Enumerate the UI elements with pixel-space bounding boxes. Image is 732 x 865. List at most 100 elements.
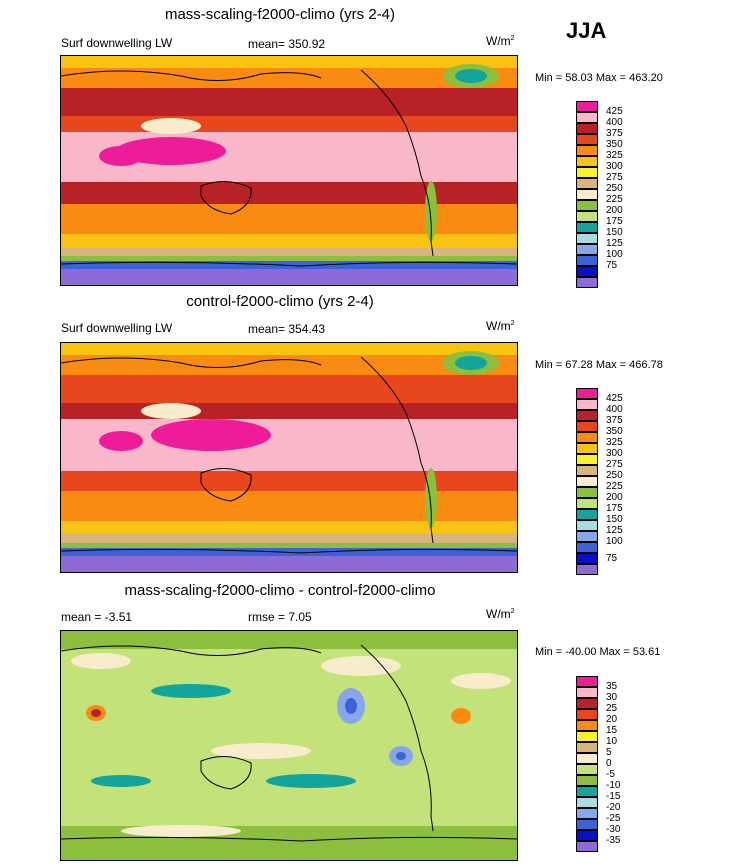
p2-cbox-9 [576,487,598,498]
p1-cbox-12 [576,233,598,244]
p1-band-southern-ocean [61,248,517,256]
panel1-map [60,55,518,286]
p2-greenland-core [455,356,487,370]
panel3-map [60,630,518,861]
p1-tick-11: 150 [606,227,623,238]
p3-coastline-americas [360,644,434,832]
p1-cbox-2 [576,123,598,134]
p3-coastline-australia [200,756,252,790]
p2-tick-1: 400 [606,404,623,415]
p2-cbox-14 [576,542,598,553]
p2-tick-10: 175 [606,503,623,514]
p3-cbox-6 [576,742,598,753]
p1-band-antarctic-edge [61,256,517,261]
p2-band-arctic [61,343,517,355]
p3-patch-5 [121,825,241,837]
p1-andes [425,181,437,241]
p2-tick-2: 375 [606,415,623,426]
p1-tick-7: 250 [606,183,623,194]
p2-cbox-12 [576,520,598,531]
p1-cbox-16 [576,277,598,288]
p2-warm-pool [151,419,271,451]
p2-tick-7: 250 [606,470,623,481]
p2-coastline-antarctica [61,548,517,554]
panel2-minmax: Min = 67.28 Max = 466.78 [535,359,663,371]
p1-warm-pool [116,137,226,165]
panel1-left-label: Surf downwelling LW [61,36,173,50]
p2-cbox-7 [576,465,598,476]
p1-tick-3: 350 [606,139,623,150]
p3-cbox-8 [576,764,598,775]
panel1-colorbar: 425 400 375 350 325 300 275 250 225 200 … [576,101,646,288]
p1-tick-2: 375 [606,128,623,139]
p1-cbox-1 [576,112,598,123]
panel1-units: W/m2 [486,34,515,48]
p2-tick-5: 300 [606,448,623,459]
p1-tick-6: 275 [606,172,623,183]
p2-band-n-midlat [61,355,517,375]
p3-band-n [61,631,517,649]
p2-cbox-6 [576,454,598,465]
p3-tick-7: 0 [606,758,612,769]
p1-tick-13: 100 [606,249,623,260]
p3-coastline-antarctica [61,836,517,842]
panel2-map [60,342,518,573]
p2-coastline-americas [360,356,434,544]
p2-band-n-subtrop [61,375,517,403]
p2-tick-4: 325 [606,437,623,448]
p1-tick-12: 125 [606,238,623,249]
p2-coastline-australia [200,468,252,502]
p1-band-n-subtrop [61,88,517,116]
p2-tick-6: 275 [606,459,623,470]
p3-tick-10: -15 [606,791,621,802]
p1-tick-1: 400 [606,117,623,128]
p3-warm-2 [451,708,471,724]
p2-cbox-2 [576,410,598,421]
p3-tick-2: 25 [606,703,618,714]
panel2-units: W/m2 [486,319,515,333]
p2-cbox-16 [576,564,598,575]
panel3-rmse-label: rmse = 7.05 [248,610,312,624]
p1-cbox-14 [576,255,598,266]
p1-tibet-cold [141,118,201,134]
p1-cbox-6 [576,167,598,178]
panel1-mean-label: mean= 350.92 [248,37,326,51]
p3-cbox-1 [576,687,598,698]
p3-cbox-0 [576,676,598,687]
p3-patch-4 [211,743,311,759]
p2-cbox-1 [576,399,598,410]
p1-band-arctic [61,56,517,68]
panel3-colorbar: 35 30 25 20 15 10 5 0 -5 -10 -15 -20 -25… [576,676,646,856]
p3-patch-1 [71,653,131,669]
p2-cbox-8 [576,476,598,487]
p1-coastline-australia [200,181,252,215]
p1-band-antarctica [61,269,517,285]
p3-patch-3 [451,673,511,689]
panel3-mean-label: mean = -3.51 [61,610,133,624]
p3-tick-4: 15 [606,725,618,736]
p2-tick-11: 150 [606,514,623,525]
p3-cbox-5 [576,731,598,742]
p3-cool-1-core [345,698,357,714]
panel2-title: control-f2000-climo (yrs 2-4) [186,293,374,310]
p1-band-n-tropics [61,116,517,132]
p3-cbox-2 [576,698,598,709]
panel3-map-svg [61,631,517,860]
p3-tick-8: -5 [606,769,615,780]
p1-cbox-5 [576,156,598,167]
p1-band-n-midlat [61,68,517,88]
p1-cbox-15 [576,266,598,277]
p2-band-antarctic-edge [61,543,517,548]
p3-tick-11: -20 [606,802,621,813]
p2-cbox-11 [576,509,598,520]
p3-cbox-13 [576,819,598,830]
p1-cbox-10 [576,211,598,222]
p1-tick-10: 175 [606,216,623,227]
p2-band-s-midlat [61,521,517,533]
p2-tick-14: 75 [606,553,618,564]
panel1-minmax: Min = 58.03 Max = 463.20 [535,72,663,84]
p2-tick-0: 425 [606,393,623,404]
panel1-title: mass-scaling-f2000-climo (yrs 2-4) [164,6,396,23]
p3-warm-1-core [91,709,101,717]
p2-tick-8: 225 [606,481,623,492]
